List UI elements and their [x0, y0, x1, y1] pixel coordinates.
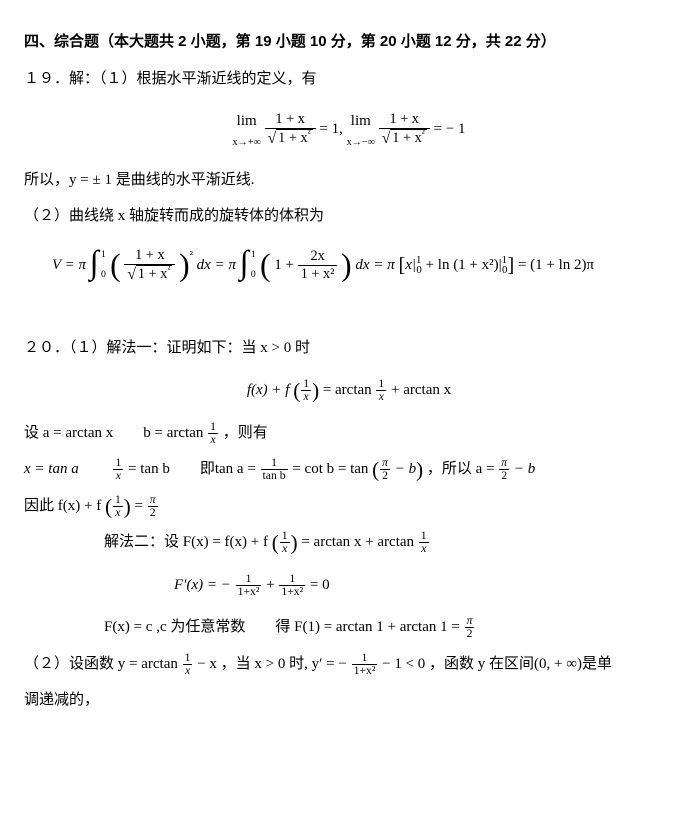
- q20-fx-c: F(x) = c ,c 为任意常数 得 F(1) = arctan 1 + ar…: [104, 613, 674, 642]
- q19-asymptote-conclusion: 所以，y = ± 1 是曲线的水平渐近线.: [24, 166, 674, 195]
- q20-tan-line: x = tan a 1x = tan b 即tan a = 1tan b = c…: [24, 455, 674, 484]
- q19-limit-equation: limx→+∞ 1 + x √1 + x² = 1, limx→−∞ 1 + x…: [24, 107, 674, 152]
- q20-intro: ２０．（１）解法一：证明如下：当 x > 0 时: [24, 334, 674, 363]
- q20-eq1: f(x) + f (1x) = arctan 1x + arctan x: [24, 376, 674, 405]
- q19-intro: １９．解：（１）根据水平渐近线的定义，有: [24, 65, 674, 94]
- q20-part2: （２）设函数 y = arctan 1x − x ，当 x > 0 时, y′ …: [24, 650, 674, 679]
- q20-part2-tail: 调递减的，: [24, 686, 674, 715]
- q20-therefore: 因此 f(x) + f (1x) = π2: [24, 492, 674, 521]
- q20-set-ab: 设 a = arctan x b = arctan 1x ，则有: [24, 419, 674, 448]
- q19-volume-equation: V = π ∫10 ( 1 + x √1 + x² )² dx = π ∫10 …: [24, 245, 674, 283]
- section-header: 四、综合题（本大题共 2 小题，第 19 小题 10 分，第 20 小题 12 …: [24, 28, 674, 57]
- q20-method2-def: 解法二：设 F(x) = f(x) + f (1x) = arctan x + …: [104, 528, 674, 557]
- q20-fprime: F′(x) = − 11+x² + 11+x² = 0: [134, 571, 674, 600]
- q19-part2-intro: （２）曲线绕 x 轴旋转而成的旋转体的体积为: [24, 202, 674, 231]
